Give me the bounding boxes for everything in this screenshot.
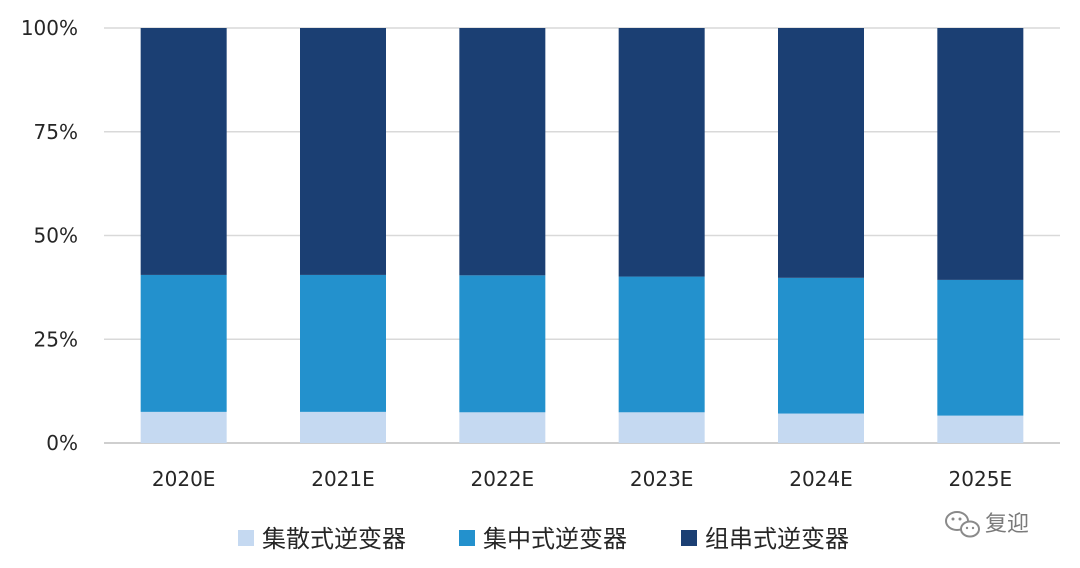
- bar-segment: [459, 412, 546, 443]
- bar-segment: [937, 415, 1024, 443]
- legend-swatch: [238, 530, 254, 546]
- bar-segment: [618, 276, 705, 413]
- y-tick-label: 75%: [34, 120, 78, 144]
- watermark: 复迎: [945, 511, 1029, 538]
- legend: 集散式逆变器 集中式逆变器 组串式逆变器: [238, 525, 849, 553]
- x-tick-label: 2023E: [630, 467, 694, 491]
- bar-segment: [937, 279, 1024, 416]
- y-tick-label: 0%: [46, 431, 78, 455]
- bar-segment: [140, 28, 227, 275]
- legend-label: 集中式逆变器: [483, 525, 627, 553]
- x-tick-label: 2022E: [471, 467, 535, 491]
- x-tick-label: 2021E: [311, 467, 375, 491]
- x-tick-label: 2020E: [152, 467, 216, 491]
- legend-swatch: [681, 530, 697, 546]
- bar-segment: [618, 28, 705, 277]
- watermark-text: 复迎: [985, 512, 1029, 537]
- bar-segment: [459, 275, 546, 413]
- axes: 0% 25% 50% 75% 100% 2020E 2021E 2022E 2023E 2024E…: [21, 16, 1012, 491]
- y-tick-label: 50%: [34, 224, 78, 248]
- bars: [140, 28, 1024, 443]
- bar-segment: [618, 412, 705, 443]
- bar-segment: [140, 274, 227, 412]
- bar-segment: [778, 413, 864, 443]
- bar-segment: [300, 411, 386, 443]
- gridlines: [104, 27, 1060, 444]
- bar-segment: [459, 28, 546, 276]
- x-tick-label: 2024E: [789, 467, 853, 491]
- legend-swatch: [459, 530, 475, 546]
- x-tick-label: 2025E: [949, 467, 1013, 491]
- y-tick-label: 100%: [21, 16, 78, 40]
- legend-label: 组串式逆变器: [705, 525, 849, 553]
- bar-segment: [778, 28, 864, 278]
- bar-segment: [937, 28, 1024, 280]
- wechat-icon: [945, 511, 980, 538]
- y-tick-label: 25%: [34, 327, 78, 351]
- legend-label: 集散式逆变器: [262, 525, 406, 553]
- bar-segment: [140, 411, 227, 443]
- bar-segment: [300, 28, 386, 275]
- bar-segment: [300, 274, 386, 412]
- bar-segment: [778, 277, 864, 414]
